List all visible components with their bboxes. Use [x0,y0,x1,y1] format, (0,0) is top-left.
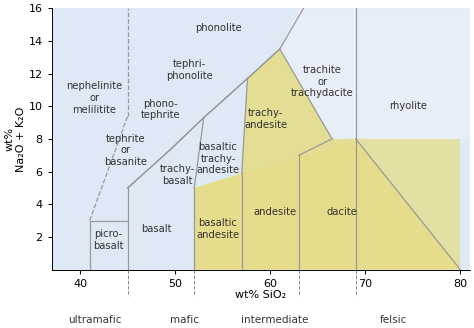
Text: phono-
tephrite: phono- tephrite [141,99,181,120]
Text: trachite
or
trachydacite: trachite or trachydacite [291,65,354,98]
Text: picro-
basalt: picro- basalt [93,229,124,251]
Text: basaltic
andesite: basaltic andesite [196,218,239,239]
Text: ultramafic: ultramafic [68,316,121,325]
Text: felsic: felsic [380,316,408,325]
Text: mafic: mafic [170,316,199,325]
Text: rhyolite: rhyolite [389,101,427,111]
X-axis label: wt% SiO₂: wt% SiO₂ [235,290,286,300]
Text: trachy-
basalt: trachy- basalt [159,164,195,186]
Text: basalt: basalt [141,224,172,234]
Polygon shape [356,139,460,270]
Y-axis label: wt%
Na₂O + K₂O: wt% Na₂O + K₂O [4,106,26,172]
Polygon shape [280,8,470,139]
Text: andesite: andesite [254,207,297,217]
Text: nephelinite
or
melilitite: nephelinite or melilitite [66,81,123,115]
Polygon shape [52,8,470,270]
Text: intermediate: intermediate [241,316,309,325]
Text: dacite: dacite [326,207,357,217]
Text: tephri-
phonolite: tephri- phonolite [166,59,213,81]
Text: basaltic
trachy-
andesite: basaltic trachy- andesite [196,142,239,175]
Text: tephrite
or
basanite: tephrite or basanite [104,134,147,167]
Text: phonolite: phonolite [195,23,241,33]
Text: trachy-
andesite: trachy- andesite [244,109,287,130]
Polygon shape [194,139,460,270]
Polygon shape [242,49,356,173]
